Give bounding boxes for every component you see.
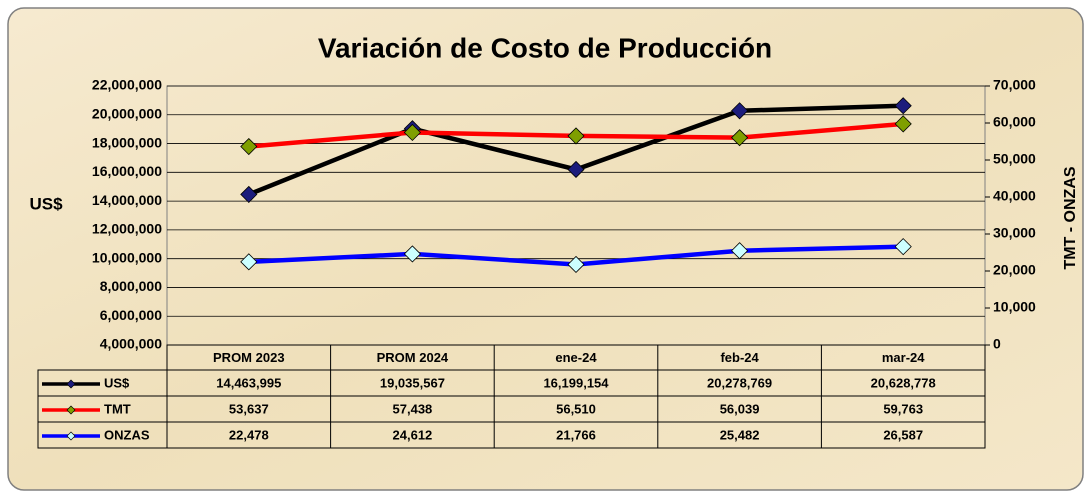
y-axis-label: US$	[29, 194, 63, 213]
y2-tick-label: 70,000	[993, 77, 1036, 93]
marker	[403, 245, 421, 263]
x-tick-label: mar-24	[882, 350, 925, 365]
table-value: 20,278,769	[707, 375, 772, 390]
marker	[731, 129, 749, 147]
y2-tick-label: 10,000	[993, 299, 1036, 315]
y-tick-label: 4,000,000	[100, 336, 162, 352]
marker	[240, 253, 258, 271]
y2-axis-label: TMT - ONZAS	[1062, 166, 1079, 269]
table-value: 16,199,154	[543, 375, 609, 390]
x-tick-label: PROM 2024	[377, 350, 449, 365]
table-value: 22,478	[229, 427, 269, 442]
table-value: 56,039	[720, 401, 760, 416]
y2-tick-label: 20,000	[993, 262, 1036, 278]
marker	[403, 123, 421, 142]
y-tick-label: 16,000,000	[92, 163, 162, 179]
table-value: 21,766	[556, 427, 596, 442]
table-value: 20,628,778	[871, 375, 936, 390]
y2-tick-label: 50,000	[993, 151, 1036, 167]
frame	[7, 7, 1084, 491]
marker	[567, 160, 585, 179]
marker	[894, 238, 912, 256]
y-tick-label: 10,000,000	[92, 249, 162, 265]
table-value: 53,637	[229, 401, 269, 416]
x-tick-label: ene-24	[555, 350, 597, 365]
marker	[567, 255, 585, 274]
x-tick-label: PROM 2023	[213, 350, 285, 365]
table-value: 24,612	[393, 427, 433, 442]
chart-title: Variación de Costo de Producción	[318, 32, 772, 63]
legend-marker	[66, 405, 76, 415]
legend-label: TMT	[104, 401, 131, 416]
y-tick-label: 6,000,000	[100, 307, 162, 323]
marker	[731, 102, 749, 120]
table-value: 26,587	[883, 427, 923, 442]
y-tick-label: 8,000,000	[100, 278, 162, 294]
y2-tick-label: 0	[993, 336, 1001, 352]
y2-tick-label: 60,000	[993, 114, 1036, 130]
marker	[240, 185, 258, 204]
y-tick-label: 22,000,000	[92, 77, 162, 93]
table-value: 56,510	[556, 401, 596, 416]
x-tick-label: feb-24	[720, 350, 759, 365]
table-value: 14,463,995	[216, 375, 281, 390]
marker	[894, 115, 912, 133]
legend-marker	[66, 431, 76, 441]
marker	[731, 242, 749, 260]
marker	[240, 137, 258, 156]
y-tick-label: 18,000,000	[92, 134, 162, 150]
y-tick-label: 12,000,000	[92, 221, 162, 237]
y-tick-label: 20,000,000	[92, 105, 162, 121]
table-value: 57,438	[393, 401, 433, 416]
legend-label: ONZAS	[104, 427, 150, 442]
marker	[894, 97, 912, 115]
table-value: 19,035,567	[380, 375, 445, 390]
y2-tick-label: 40,000	[993, 188, 1036, 204]
table-value: 25,482	[720, 427, 760, 442]
marker	[567, 127, 585, 145]
legend-marker	[66, 379, 76, 389]
y-tick-label: 14,000,000	[92, 192, 162, 208]
legend-label: US$	[104, 375, 130, 390]
y2-tick-label: 30,000	[993, 225, 1036, 241]
table-value: 59,763	[883, 401, 923, 416]
